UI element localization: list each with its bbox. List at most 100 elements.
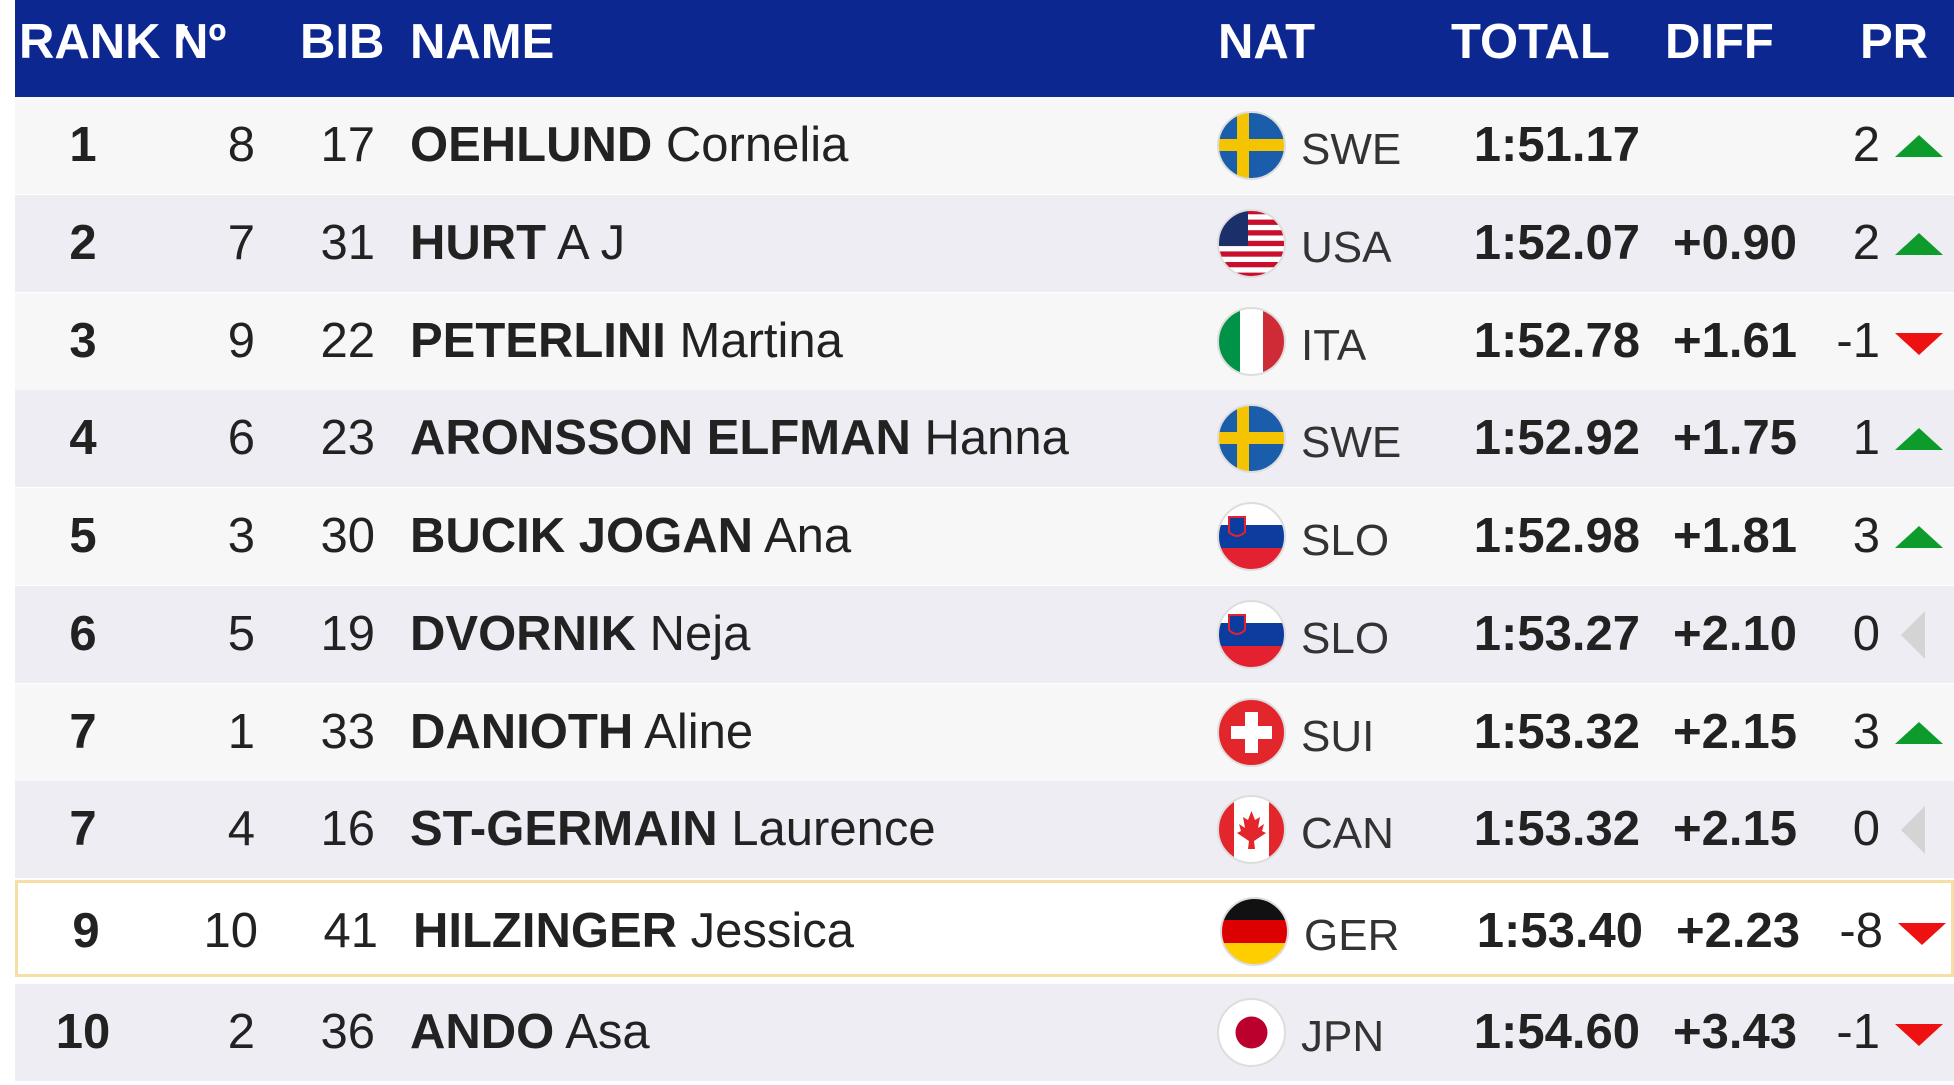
total-time-cell: 1:52.98: [1473, 509, 1640, 563]
nation-code: ITA: [1301, 321, 1367, 370]
table-row[interactable]: 6 5 19 DVORNIK Neja SLO 1:53.27 +2.10 0: [15, 586, 1954, 683]
rank-cell: 5: [69, 509, 97, 563]
arrow-down-icon: [1898, 923, 1946, 945]
athlete-name[interactable]: BUCIK JOGAN Ana: [410, 488, 1210, 585]
athlete-name[interactable]: DANIOTH Aline: [410, 684, 1210, 781]
start-number-cell: 6: [227, 411, 255, 465]
jpn-flag-icon: [1217, 998, 1286, 1067]
table-row[interactable]: 7 1 33 DANIOTH Aline SUI 1:53.32 +2.15 3: [15, 684, 1954, 781]
swe-flag-icon: [1217, 111, 1286, 180]
table-row[interactable]: 7 4 16 ST-GERMAIN Laurence CAN 1:53.32 +2.15 0: [15, 781, 1954, 878]
athlete-name[interactable]: DVORNIK Neja: [410, 586, 1210, 683]
athlete-name[interactable]: ST-GERMAIN Laurence: [410, 781, 1210, 878]
position-change-cell: 0: [1852, 802, 1880, 856]
table-row[interactable]: 5 3 30 BUCIK JOGAN Ana SLO 1:52.98 +1.81 3: [15, 488, 1954, 585]
nation-code: SUI: [1301, 712, 1375, 761]
nation-code: USA: [1301, 223, 1392, 272]
athlete-name[interactable]: ANDO Asa: [410, 984, 1210, 1081]
diff-cell: +3.43: [1673, 1005, 1797, 1059]
position-change-cell: 2: [1852, 118, 1880, 172]
nation-code: SWE: [1301, 418, 1402, 467]
bib-column-header[interactable]: BIB: [300, 15, 385, 69]
arrow-down-icon: [1895, 333, 1943, 355]
rank-cell: 9: [72, 904, 100, 958]
first-name: Neja: [649, 607, 751, 661]
total-time-cell: 1:53.32: [1473, 705, 1640, 759]
position-change-cell: 3: [1852, 705, 1880, 759]
diff-cell: +2.15: [1673, 705, 1797, 759]
nation-code: JPN: [1301, 1012, 1385, 1061]
ita-flag-icon: [1217, 307, 1286, 376]
total-column-header[interactable]: TOTAL: [1451, 15, 1610, 69]
athlete-name[interactable]: ARONSSON ELFMAN Hanna: [410, 390, 1210, 487]
diff-column-header[interactable]: DIFF: [1665, 15, 1774, 69]
bib-cell: 36: [320, 1005, 375, 1059]
position-change-cell: 0: [1852, 607, 1880, 661]
arrow-up-icon: [1895, 233, 1943, 255]
rank-cell: 3: [69, 314, 97, 368]
athlete-name[interactable]: PETERLINI Martina: [410, 293, 1210, 390]
first-name: Cornelia: [665, 118, 849, 172]
diff-cell: +1.81: [1673, 509, 1797, 563]
total-time-cell: 1:53.27: [1473, 607, 1640, 661]
start-number-cell: 9: [227, 314, 255, 368]
sui-flag-icon: [1217, 698, 1286, 767]
total-time-cell: 1:53.40: [1476, 904, 1643, 958]
last-name: DANIOTH: [410, 705, 634, 759]
first-name: Aline: [644, 705, 754, 759]
diff-cell: +2.15: [1673, 802, 1797, 856]
bib-cell: 30: [320, 509, 375, 563]
table-row[interactable]: 4 6 23 ARONSSON ELFMAN Hanna SWE 1:52.92 +1.75…: [15, 390, 1954, 487]
first-name: Jessica: [690, 904, 855, 958]
slo-flag-icon: [1217, 600, 1286, 669]
athlete-name[interactable]: HURT A J: [410, 195, 1210, 292]
first-name: Hanna: [924, 411, 1069, 465]
position-change-cell: -1: [1836, 314, 1880, 368]
athlete-name[interactable]: HILZINGER Jessica: [413, 883, 1213, 980]
start-number-cell: 10: [203, 904, 258, 958]
first-name: Ana: [763, 509, 852, 563]
table-row[interactable]: 1 8 17 OEHLUND Cornelia SWE 1:51.17 2: [15, 97, 1954, 194]
swe-flag-icon: [1217, 404, 1286, 473]
first-name: Asa: [565, 1005, 650, 1059]
slo-flag-icon: [1217, 502, 1286, 571]
total-time-cell: 1:53.32: [1473, 802, 1640, 856]
bib-cell: 41: [323, 904, 378, 958]
sort-descending-icon[interactable]: [178, 26, 188, 40]
start-number-cell: 8: [227, 118, 255, 172]
nation-code: GER: [1304, 911, 1400, 960]
bib-cell: 23: [320, 411, 375, 465]
start-number-cell: 4: [227, 802, 255, 856]
pr-column-header[interactable]: PR: [1860, 15, 1929, 69]
diff-cell: +0.90: [1673, 216, 1797, 270]
table-row[interactable]: 10 2 36 ANDO Asa JPN 1:54.60 +3.43 -1: [15, 984, 1954, 1081]
rank-column-header[interactable]: RANK: [19, 15, 161, 69]
last-name: OEHLUND: [410, 118, 653, 172]
table-row[interactable]: 9 10 41 HILZINGER Jessica GER 1:53.40 +2.23 -8: [15, 880, 1954, 977]
name-column-header[interactable]: NAME: [410, 15, 555, 69]
athlete-name[interactable]: OEHLUND Cornelia: [410, 97, 1210, 194]
last-name: ST-GERMAIN: [410, 802, 718, 856]
ger-flag-icon: [1220, 897, 1289, 966]
bib-cell: 17: [320, 118, 375, 172]
diff-cell: +1.75: [1673, 411, 1797, 465]
nat-column-header[interactable]: NAT: [1218, 15, 1316, 69]
table-row[interactable]: 3 9 22 PETERLINI Martina ITA 1:52.78 +1.61 -1: [15, 293, 1954, 390]
rank-cell: 7: [69, 802, 97, 856]
table-row[interactable]: 2 7 31 HURT A J USA 1:52.07 +0.90 2: [15, 195, 1954, 292]
arrow-up-icon: [1895, 722, 1943, 744]
rank-cell: 1: [69, 118, 97, 172]
nation-code: SLO: [1301, 614, 1390, 663]
first-name: Martina: [679, 314, 843, 368]
arrow-up-icon: [1895, 428, 1943, 450]
rank-cell: 4: [69, 411, 97, 465]
last-name: HURT: [410, 216, 547, 270]
table-header: RANK Nº BIB NAME NAT TOTAL DIFF PR: [15, 0, 1954, 97]
last-name: ANDO: [410, 1005, 555, 1059]
no-column-header[interactable]: Nº: [173, 15, 227, 69]
last-name: DVORNIK: [410, 607, 636, 661]
last-name: HILZINGER: [413, 904, 678, 958]
first-name: Laurence: [731, 802, 936, 856]
diff-cell: +1.61: [1673, 314, 1797, 368]
rank-cell: 7: [69, 705, 97, 759]
